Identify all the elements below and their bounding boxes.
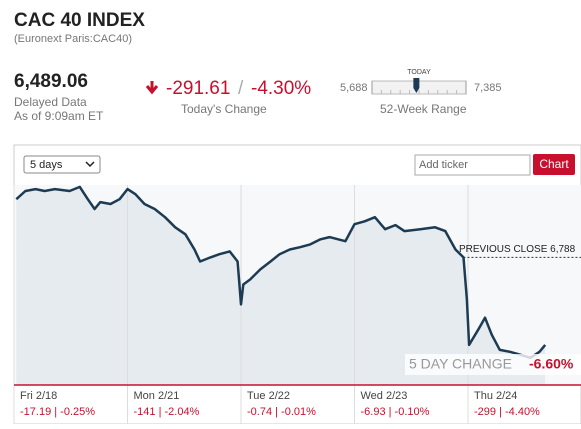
range-low: 5,688 xyxy=(340,82,368,94)
x-tick-label: Fri 2/18 xyxy=(20,390,57,402)
reference-label: PREVIOUS CLOSE 6,788 xyxy=(459,244,576,255)
separator: / xyxy=(238,78,244,99)
range-high: 7,385 xyxy=(474,82,502,94)
exchange: (Euronext Paris:CAC40) xyxy=(14,33,132,45)
delayed: Delayed Data xyxy=(14,95,87,109)
x-tick-label: Thu 2/24 xyxy=(474,390,517,402)
x-tick-label: Mon 2/21 xyxy=(134,390,180,402)
change: -291.61 xyxy=(166,78,230,99)
annotation-box xyxy=(405,354,581,375)
ticker-placeholder[interactable]: Add ticker xyxy=(419,159,468,171)
range-marker xyxy=(413,78,420,93)
down-arrow xyxy=(145,81,159,95)
x-tick-label: Wed 2/23 xyxy=(361,390,408,402)
select-arrow xyxy=(85,161,95,168)
today-label: TODAY xyxy=(407,69,431,76)
chart-button[interactable] xyxy=(533,154,575,175)
annotation-value: -6.60% xyxy=(529,356,574,372)
plot: Fri 2/18 -17.19 | -0.25% Mon 2/21 -141 | -2… xyxy=(13,185,581,424)
change-label: Today's Change xyxy=(181,102,267,116)
period-text[interactable]: 5 days xyxy=(30,159,63,171)
change-pct: -4.30% xyxy=(251,78,311,99)
annotation: 5 DAY CHANGE xyxy=(409,356,512,372)
chart-button-text[interactable]: Chart xyxy=(539,157,569,171)
range-label: 52-Week Range xyxy=(380,102,467,116)
day-change: -141 | -2.04% xyxy=(134,406,200,418)
area xyxy=(16,186,546,385)
day-change: -0.74 | -0.01% xyxy=(247,406,316,418)
as-of: As of 9:09am ET xyxy=(14,109,104,123)
x-tick-label: Tue 2/22 xyxy=(247,390,290,402)
period-select[interactable] xyxy=(23,155,101,174)
day-change: -299 | -4.40% xyxy=(474,406,540,418)
day-change: -17.19 | -0.25% xyxy=(20,406,95,418)
line xyxy=(15,185,547,360)
ticker-input[interactable] xyxy=(414,154,531,176)
price: 6,489.06 xyxy=(14,71,88,92)
title: CAC 40 INDEX xyxy=(14,10,145,31)
day-change: -6.93 | -0.10% xyxy=(361,406,430,418)
